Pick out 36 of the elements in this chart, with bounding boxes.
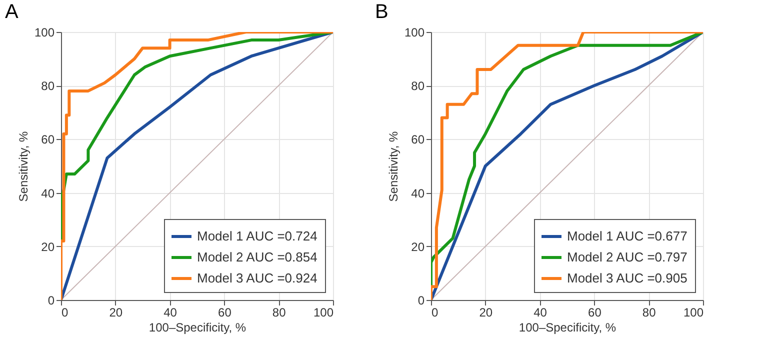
legend-label: Model 3 AUC =0.924 [197,270,318,286]
legend-label: Model 2 AUC =0.854 [197,250,318,264]
y-tick-label: 20 [41,240,55,254]
legend-label: Model 2 AUC =0.797 [567,250,688,264]
legend-label: Model 1 AUC =0.677 [567,228,688,244]
x-tick-label: 80 [272,306,286,320]
y-tick-label: 60 [41,132,55,147]
y-tick-label: 100 [404,26,425,40]
chart-title: A [4,1,19,23]
x-tick-label: 40 [164,306,178,320]
x-tick-label: 0 [432,306,438,320]
x-tick-label: 80 [642,306,656,320]
x-tick-label: 100 [313,306,334,320]
x-tick-label: 100 [683,306,704,320]
y-tick-label: 0 [48,294,55,308]
y-axis-title: Sensitivity, % [386,130,400,202]
legend-label: Model 3 AUC =0.905 [567,270,688,286]
x-tick-label: 40 [534,306,548,320]
x-axis-title: 100–Specificity, % [148,320,246,334]
y-tick-label: 80 [41,79,55,94]
y-tick-label: 100 [34,26,55,40]
y-axis-title: Sensitivity, % [16,130,30,202]
chart-title: B [374,1,388,23]
x-tick-label: 60 [588,306,602,320]
x-tick-label: 20 [109,306,123,320]
x-axis-title: 100–Specificity, % [518,320,616,334]
y-tick-label: 40 [41,186,55,200]
y-tick-label: 60 [411,132,425,147]
x-tick-label: 60 [218,306,232,320]
x-tick-label: 20 [479,306,493,320]
y-tick-label: 0 [418,294,425,308]
y-tick-label: 80 [411,79,425,94]
x-tick-label: 0 [62,306,68,320]
y-tick-label: 20 [411,240,425,254]
legend-label: Model 1 AUC =0.724 [197,228,318,244]
y-tick-label: 40 [411,186,425,200]
